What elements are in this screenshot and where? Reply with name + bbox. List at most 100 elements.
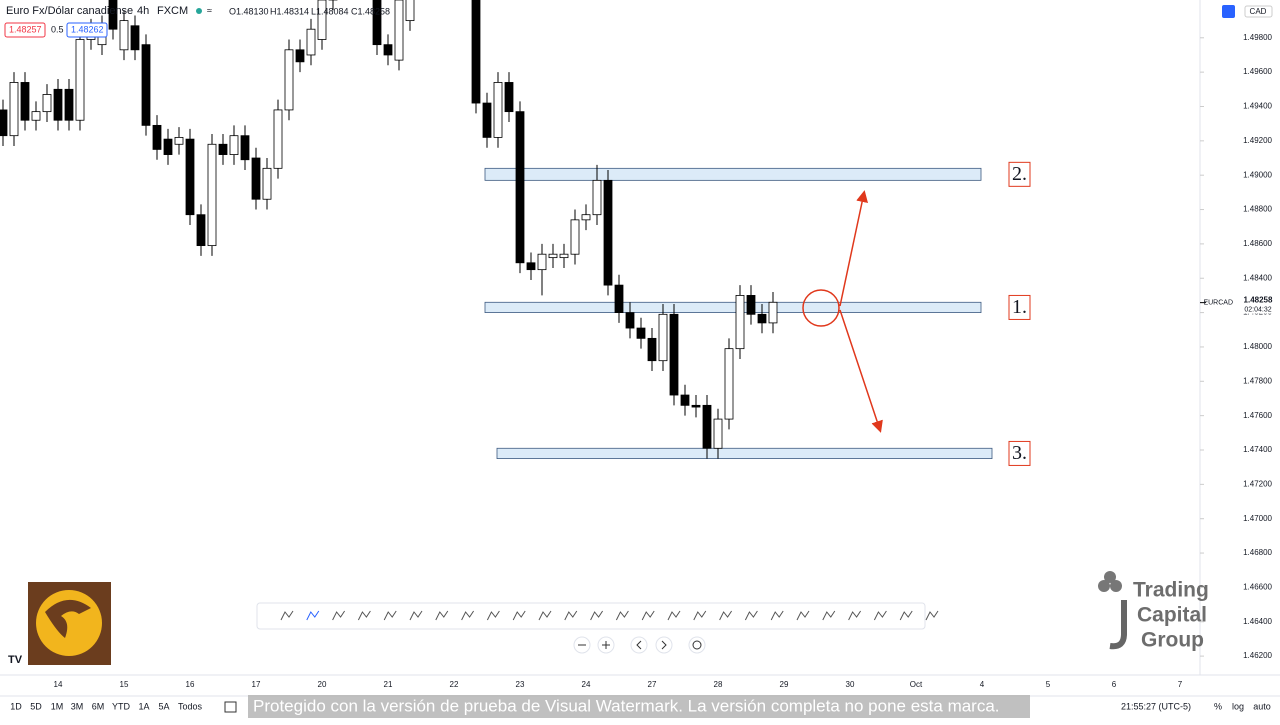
candle-body	[163, 138, 173, 155]
tool-icon[interactable]	[925, 610, 939, 621]
candle-body	[306, 28, 316, 56]
range-button[interactable]: 5A	[158, 701, 169, 711]
tool-icon[interactable]	[461, 610, 475, 621]
tool-icon[interactable]	[899, 610, 913, 621]
symbol-tag: EURCAD	[1203, 299, 1233, 306]
range-button[interactable]: 1M	[51, 701, 64, 711]
candle-body	[284, 49, 294, 111]
candle-body	[691, 404, 701, 408]
tool-icon[interactable]	[409, 610, 423, 621]
zone-label-box	[1008, 440, 1031, 466]
tool-icon[interactable]	[383, 610, 397, 621]
range-button[interactable]: 1A	[138, 701, 149, 711]
candle-body	[768, 301, 778, 324]
candle-body	[119, 20, 129, 51]
tool-icon[interactable]	[564, 610, 578, 621]
candle-body	[548, 253, 558, 259]
tool-icon[interactable]	[512, 610, 526, 621]
symbol-title: Euro Fx/Dólar canadiense	[6, 5, 133, 17]
tool-icon[interactable]	[744, 610, 758, 621]
x-tick-label: 4	[980, 680, 985, 689]
y-tick-label: 1.48000	[1243, 342, 1272, 351]
candle-body	[262, 167, 272, 200]
x-tick-label: 15	[120, 680, 129, 689]
status-dot	[196, 8, 202, 14]
tool-icon[interactable]	[719, 610, 733, 621]
currency-box[interactable]	[1244, 5, 1273, 18]
y-tick-label: 1.49200	[1243, 136, 1272, 145]
range-button[interactable]: 6M	[92, 701, 105, 711]
exchange: FXCM	[157, 5, 188, 17]
x-tick-label: Oct	[910, 680, 923, 689]
candle-body	[273, 109, 283, 169]
ask-box[interactable]	[66, 22, 108, 38]
candle-body	[504, 82, 514, 113]
x-tick-label: 7	[1178, 680, 1183, 689]
log-toggle[interactable]: log	[1232, 701, 1244, 711]
tool-icon[interactable]	[538, 610, 552, 621]
range-button[interactable]: 5D	[30, 701, 42, 711]
range-button[interactable]: Todos	[178, 701, 203, 711]
candle-body	[680, 394, 690, 406]
tool-icon[interactable]	[486, 610, 500, 621]
y-tick-label: 1.46600	[1243, 583, 1272, 592]
ohlc-low: L1.48084	[311, 6, 349, 16]
x-tick-label: 24	[582, 680, 591, 689]
tool-icon[interactable]	[435, 610, 449, 621]
tool-icon[interactable]	[848, 610, 862, 621]
tool-icon[interactable]	[822, 610, 836, 621]
tool-icon[interactable]	[770, 610, 784, 621]
auto-toggle[interactable]: auto	[1253, 701, 1271, 711]
scroll-left-icon	[636, 640, 642, 650]
settings-icon[interactable]	[1222, 5, 1235, 18]
arrow-down	[839, 309, 883, 433]
circle-annotation	[802, 289, 840, 327]
candle-body	[240, 135, 250, 161]
tool-icon[interactable]	[873, 610, 887, 621]
range-button[interactable]: 3M	[71, 701, 84, 711]
arrow-up	[839, 190, 868, 307]
bid-box[interactable]	[4, 22, 46, 38]
tool-icon[interactable]	[357, 610, 371, 621]
candle-body	[581, 214, 591, 221]
y-tick-label: 1.49600	[1243, 67, 1272, 76]
zone	[484, 301, 982, 313]
tool-icon[interactable]	[641, 610, 655, 621]
candle-body	[108, 0, 118, 30]
tool-icon[interactable]	[306, 610, 320, 621]
candle-body	[64, 88, 74, 121]
y-tick-label: 1.49400	[1243, 102, 1272, 111]
tool-icon[interactable]	[280, 610, 294, 621]
candle-body	[625, 312, 635, 329]
tool-icon[interactable]	[796, 610, 810, 621]
percent-toggle[interactable]: %	[1214, 701, 1222, 711]
logo-eagle	[45, 599, 91, 638]
brand-line: Group	[1141, 629, 1204, 652]
tool-icon[interactable]	[332, 610, 346, 621]
countdown: 02:04:32	[1244, 306, 1271, 313]
calendar-icon[interactable]	[224, 701, 237, 713]
range-button[interactable]: 1D	[10, 701, 22, 711]
x-tick-label: 27	[648, 680, 657, 689]
scroll-right[interactable]	[655, 636, 673, 654]
zone-label-box	[1008, 294, 1031, 320]
logo-emblem	[36, 590, 102, 656]
tool-icon[interactable]	[667, 610, 681, 621]
range-button[interactable]: YTD	[112, 701, 131, 711]
candle-body	[405, 0, 415, 22]
tool-icon[interactable]	[693, 610, 707, 621]
candle-body	[757, 313, 767, 324]
x-tick-label: 6	[1112, 680, 1117, 689]
reset[interactable]	[688, 636, 706, 654]
brand-icon	[1110, 580, 1122, 592]
tool-icon[interactable]	[590, 610, 604, 621]
y-tick-label: 1.47600	[1243, 411, 1272, 420]
scroll-left[interactable]	[630, 636, 648, 654]
candle-body	[482, 102, 492, 138]
tool-icon[interactable]	[615, 610, 629, 621]
candle-body	[53, 88, 63, 121]
candle-body	[658, 313, 668, 362]
candle-body	[196, 214, 206, 247]
brand-icon	[1098, 580, 1110, 592]
y-tick-label: 1.48400	[1243, 273, 1272, 282]
